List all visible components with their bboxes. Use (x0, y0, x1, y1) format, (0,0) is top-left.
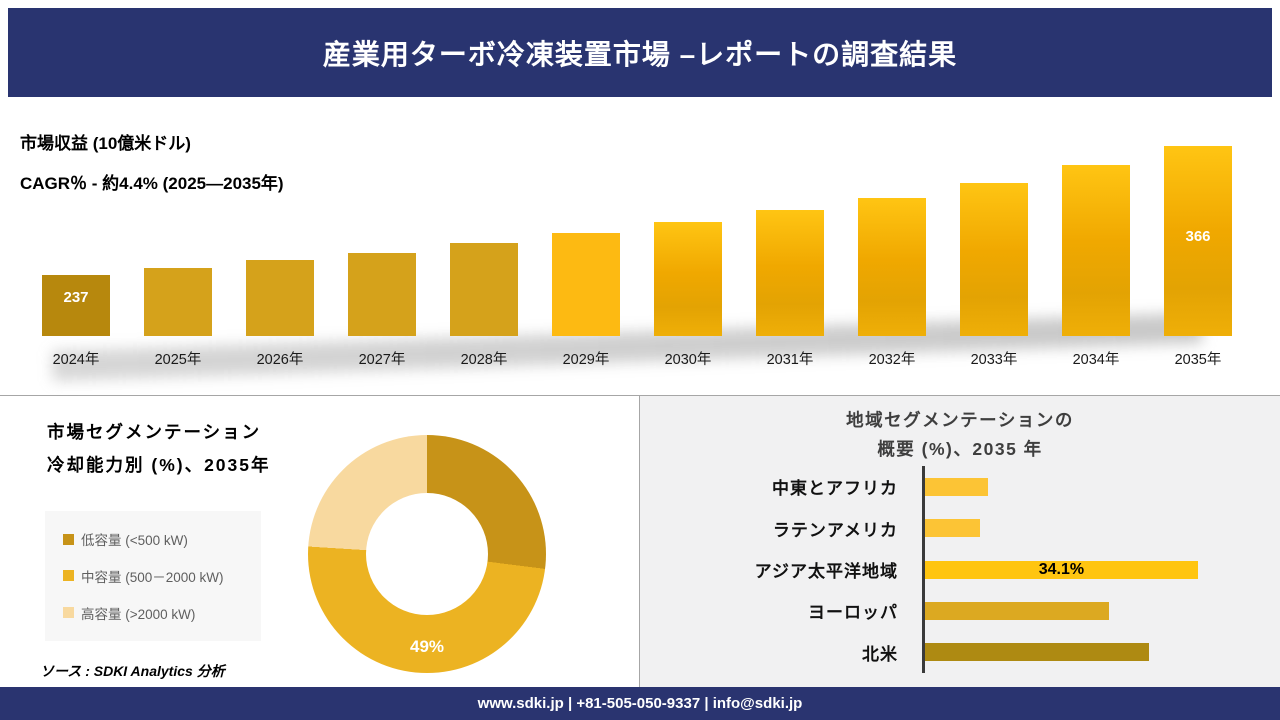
revenue-bar-column: 2029年 (552, 233, 620, 368)
revenue-bar-2024年: 237 (42, 275, 110, 336)
regional-row: ヨーロッパ (640, 590, 1280, 631)
revenue-bar-2035年: 366 (1164, 146, 1232, 336)
revenue-bars-plot: 237 2024年 2025年 2026年 2027年 2028年 2029年 2030年 20… (42, 144, 1232, 382)
capacity-donut-chart: 49% (308, 435, 546, 673)
revenue-bar-2025年 (144, 268, 212, 336)
regional-row: アジア太平洋地域 34.1% (640, 549, 1280, 590)
revenue-bar-2029年 (552, 233, 620, 336)
revenue-bar-column: 2030年 (654, 222, 722, 368)
regional-segmentation-panel: 地域セグメンテーションの 概要 (%)、2035 年 中東とアフリカ ラテンアメリ… (640, 396, 1280, 687)
x-axis-label: 2028年 (460, 352, 508, 368)
regional-row: 北米 (640, 632, 1280, 673)
legend-swatch (63, 533, 74, 545)
regional-bar-ラテンアメリカ (925, 519, 981, 538)
revenue-bar-column: 2031年 (756, 210, 824, 368)
regional-row: ラテンアメリカ (640, 507, 1280, 548)
revenue-bar-column: 2028年 (450, 243, 518, 368)
legend-item: 中容量 (500－2000 kW) (63, 566, 255, 586)
capacity-title-line2: 冷却能力別 (%)、2035年 (47, 455, 271, 475)
legend-swatch (63, 607, 74, 619)
footer-contact-text: www.sdki.jp | +81-505-050-9337 | info@sd… (477, 695, 803, 712)
revenue-bar-column: 2025年 (144, 268, 212, 368)
revenue-chart-section: 市場収益 (10億米ドル) CAGR％ - 約4.4% (2025―2035年)… (0, 97, 1280, 395)
x-axis-label: 2030年 (664, 352, 712, 368)
capacity-legend: 低容量 (<500 kW) 中容量 (500－2000 kW) 高容量 (>2000… (45, 511, 261, 641)
x-axis-label: 2031年 (766, 352, 814, 368)
revenue-bar-2030年 (654, 222, 722, 336)
x-axis-label: 2027年 (358, 352, 406, 368)
revenue-bar-2033年 (960, 183, 1028, 336)
regional-category-label: 中東とアフリカ (772, 479, 898, 499)
legend-item: 高容量 (>2000 kW) (63, 603, 255, 623)
capacity-chart-title: 市場セグメンテーション 冷却能力別 (%)、2035年 (47, 416, 271, 482)
bottom-section: 市場セグメンテーション 冷却能力別 (%)、2035年 低容量 (<500 kW… (0, 395, 1280, 687)
legend-swatch (63, 570, 74, 582)
x-axis-label: 2035年 (1174, 352, 1222, 368)
x-axis-label: 2032年 (868, 352, 916, 368)
bar-value-label: 237 (63, 289, 89, 306)
x-axis-label: 2029年 (562, 352, 610, 368)
x-axis-label: 2026年 (256, 352, 304, 368)
revenue-bar-2034年 (1062, 165, 1130, 336)
regional-category-label: 北米 (862, 644, 898, 664)
regional-y-axis-line (922, 466, 925, 673)
x-axis-label: 2024年 (52, 352, 100, 368)
revenue-bar-2028年 (450, 243, 518, 336)
regional-bar-北米 (925, 643, 1149, 662)
revenue-bar-column: 2034年 (1062, 165, 1130, 368)
revenue-cagr-note: CAGR％ - 約4.4% (2025―2035年) (20, 174, 284, 193)
regional-bar-アジア太平洋地域: 34.1% (925, 560, 1198, 579)
regional-category-label: ラテンアメリカ (772, 520, 898, 540)
revenue-bar-column: 237 2024年 (42, 275, 110, 368)
revenue-bar-column: 2026年 (246, 260, 314, 368)
regional-chart-title: 地域セグメンテーションの 概要 (%)、2035 年 (640, 406, 1280, 464)
regional-bars-plot: 中東とアフリカ ラテンアメリカアジア太平洋地域 34.1% ヨーロッパ北米 (640, 466, 1280, 673)
revenue-bar-column: 2027年 (348, 253, 416, 368)
regional-title-line2: 概要 (%)、2035 年 (877, 439, 1043, 459)
x-axis-label: 2033年 (970, 352, 1018, 368)
legend-item: 低容量 (<500 kW) (63, 529, 255, 549)
x-axis-label: 2034年 (1072, 352, 1120, 368)
legend-label: 低容量 (<500 kW) (81, 533, 188, 549)
bar-value-label: 366 (1185, 228, 1211, 245)
page-title: 産業用ターボ冷凍装置市場 –レポートの調査結果 (322, 38, 958, 70)
regional-title-line1: 地域セグメンテーションの (846, 410, 1074, 430)
capacity-segmentation-panel: 市場セグメンテーション 冷却能力別 (%)、2035年 低容量 (<500 kW… (0, 396, 640, 687)
regional-row: 中東とアフリカ (640, 466, 1280, 507)
revenue-bar-2031年 (756, 210, 824, 336)
legend-label: 高容量 (>2000 kW) (81, 606, 196, 622)
regional-bar-中東とアフリカ (925, 477, 989, 496)
revenue-bar-2032年 (858, 198, 926, 336)
legend-label: 中容量 (500－2000 kW) (81, 569, 224, 585)
capacity-title-line1: 市場セグメンテーション (47, 422, 262, 442)
revenue-bar-2026年 (246, 260, 314, 336)
revenue-bar-column: 2033年 (960, 183, 1028, 368)
regional-bar-value-label: 34.1% (1038, 560, 1085, 578)
revenue-bar-column: 2032年 (858, 198, 926, 368)
donut-segment-label: 49% (409, 637, 445, 656)
revenue-bars: 237 2024年 2025年 2026年 2027年 2028年 2029年 2030年 20… (42, 144, 1232, 368)
revenue-axis-title: 市場収益 (10億米ドル) (20, 134, 191, 153)
source-note: ソース : SDKI Analytics 分析 (40, 663, 225, 679)
revenue-bar-column: 366 2035年 (1164, 146, 1232, 368)
footer-bar: www.sdki.jp | +81-505-050-9337 | info@sd… (0, 687, 1280, 720)
revenue-bar-2027年 (348, 253, 416, 336)
header-banner: 産業用ターボ冷凍装置市場 –レポートの調査結果 (8, 8, 1272, 97)
regional-category-label: ヨーロッパ (808, 603, 898, 623)
x-axis-label: 2025年 (154, 352, 202, 368)
regional-category-label: アジア太平洋地域 (754, 562, 898, 582)
regional-bar-ヨーロッパ (925, 601, 1109, 620)
